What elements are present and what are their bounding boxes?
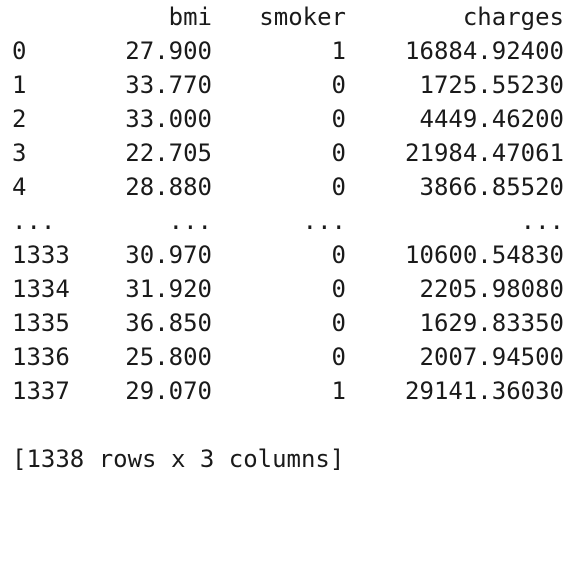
smoker-cell: 1 [331, 377, 346, 405]
bmi-cell: 33.770 [125, 71, 212, 99]
smoker-cell: 0 [331, 275, 346, 303]
charges-cell: 21984.47061 [405, 139, 564, 167]
row-index: 1337 [12, 377, 70, 405]
smoker-cell: 0 [331, 343, 346, 371]
table-row: 1336 25.800 0 2007.94500 [0, 340, 584, 374]
charges-cell: 1629.83350 [419, 309, 565, 337]
bmi-cell: 22.705 [125, 139, 212, 167]
charges-cell: 1725.55230 [419, 71, 565, 99]
bmi-cell: 31.920 [125, 275, 212, 303]
row-index: 3 [12, 139, 27, 167]
bmi-cell: 30.970 [125, 241, 212, 269]
smoker-cell: 1 [331, 37, 346, 65]
row-index: 1 [12, 71, 27, 99]
smoker-cell: 0 [331, 71, 346, 99]
dataframe-summary: [1338 rows x 3 columns] [12, 445, 345, 473]
table-row: 2 33.000 0 4449.46200 [0, 102, 584, 136]
bmi-cell: 27.900 [125, 37, 212, 65]
smoker-cell: 0 [331, 173, 346, 201]
table-row: 1334 31.920 0 2205.98080 [0, 272, 584, 306]
table-row: 1337 29.070 1 29141.36030 [0, 374, 584, 408]
table-row-ellipsis: ... ... ... ... [0, 204, 584, 238]
smoker-cell: 0 [331, 139, 346, 167]
bmi-cell: 25.800 [125, 343, 212, 371]
row-index: 1335 [12, 309, 70, 337]
charges-cell: ... [520, 207, 564, 235]
charges-cell: 2205.98080 [419, 275, 565, 303]
bmi-cell: 36.850 [125, 309, 212, 337]
charges-cell: 2007.94500 [419, 343, 565, 371]
table-row: 1333 30.970 0 10600.54830 [0, 238, 584, 272]
column-header-bmi: bmi [168, 3, 212, 31]
row-index: 1334 [12, 275, 70, 303]
smoker-cell: 0 [331, 309, 346, 337]
row-index: 4 [12, 173, 27, 201]
table-row: 1 33.770 0 1725.55230 [0, 68, 584, 102]
smoker-cell: ... [302, 207, 346, 235]
charges-cell: 10600.54830 [405, 241, 564, 269]
charges-cell: 3866.85520 [419, 173, 565, 201]
table-header-row: bmi smoker charges [0, 0, 584, 34]
bmi-cell: 29.070 [125, 377, 212, 405]
column-header-charges: charges [462, 3, 564, 31]
charges-cell: 16884.92400 [405, 37, 564, 65]
table-row: 4 28.880 0 3866.85520 [0, 170, 584, 204]
row-index: ... [12, 207, 56, 235]
row-index: 1336 [12, 343, 70, 371]
dataframe-output: bmi smoker charges 0 27.900 1 16884.9240… [0, 0, 584, 473]
column-header-smoker: smoker [259, 3, 346, 31]
smoker-cell: 0 [331, 241, 346, 269]
bmi-cell: 28.880 [125, 173, 212, 201]
row-index: 1333 [12, 241, 70, 269]
smoker-cell: 0 [331, 105, 346, 133]
charges-cell: 4449.46200 [419, 105, 565, 133]
charges-cell: 29141.36030 [405, 377, 564, 405]
bmi-cell: ... [168, 207, 212, 235]
bmi-cell: 33.000 [125, 105, 212, 133]
row-index: 0 [12, 37, 27, 65]
table-row: 1335 36.850 0 1629.83350 [0, 306, 584, 340]
table-row: 3 22.705 0 21984.47061 [0, 136, 584, 170]
row-index: 2 [12, 105, 27, 133]
table-row: 0 27.900 1 16884.92400 [0, 34, 584, 68]
